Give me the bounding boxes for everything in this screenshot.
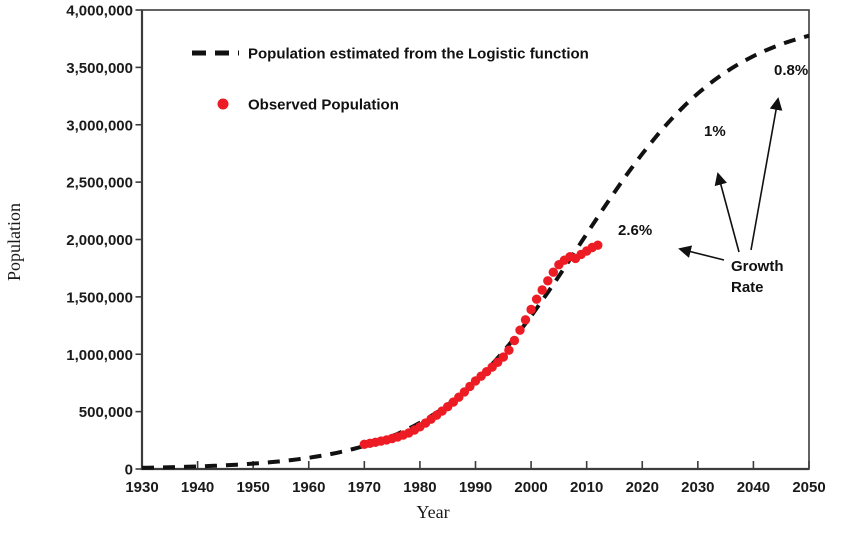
y-tick-label: 2,500,000 (66, 175, 133, 192)
observed-point (531, 294, 542, 304)
x-tick-label: 2020 (626, 479, 659, 496)
y-tick-label: 0 (125, 462, 133, 479)
x-tick-label: 1970 (348, 479, 381, 496)
y-tick-label: 3,500,000 (66, 60, 133, 77)
x-tick-label: 2000 (514, 479, 547, 496)
plot-frame (141, 9, 810, 470)
observed-point (526, 304, 536, 315)
y-tick-label: 500,000 (79, 404, 133, 421)
annotation-rate-2030: 1% (704, 123, 726, 140)
logistic-curve-path (141, 33, 810, 470)
observed-point (515, 325, 525, 335)
annotation-callout-rate: Rate (731, 279, 764, 296)
annotation-rate-2045: 0.8% (774, 62, 808, 79)
logistic-curve (141, 33, 810, 470)
y-axis-title: Population (4, 203, 24, 281)
x-tick-label: 2040 (737, 479, 770, 496)
observed-point (504, 345, 514, 355)
arrow-to-2.6-percent (678, 245, 725, 261)
legend-observed-label: Observed Population (248, 97, 399, 114)
observed-points (359, 240, 603, 449)
x-tick-label: 1990 (459, 479, 492, 496)
legend-observed-dot-sample (217, 98, 229, 110)
x-tick-label: 1960 (292, 479, 325, 496)
y-tick-label: 2,000,000 (66, 232, 133, 249)
observed-point (593, 240, 603, 250)
y-tick-label: 4,000,000 (66, 3, 133, 20)
observed-point (520, 315, 531, 325)
x-tick-label: 1950 (236, 479, 269, 496)
observed-point (498, 352, 508, 362)
annotation-rate-2012: 2.6% (618, 222, 652, 239)
arrow-to-1-percent (714, 172, 740, 253)
y-tick-label: 1,000,000 (66, 347, 133, 364)
annotation-callout-growth: Growth (731, 258, 784, 275)
arrow-to-0.8-percent (750, 97, 783, 251)
x-tick-label: 2050 (792, 479, 825, 496)
x-tick-label: 2030 (681, 479, 714, 496)
legend-estimated-label: Population estimated from the Logistic f… (248, 46, 589, 63)
observed-point (537, 285, 547, 295)
x-tick-label: 1930 (125, 479, 158, 496)
observed-point (543, 276, 553, 286)
y-tick-label: 3,000,000 (66, 117, 133, 134)
x-tick-label: 1940 (181, 479, 214, 496)
x-axis-title: Year (416, 502, 449, 522)
y-axis-ticks: 0 500,000 1,000,000 1,500,000 2,000,000 2,500… (66, 3, 142, 479)
observed-point (509, 335, 520, 346)
legend: Population estimated from the Logistic f… (192, 46, 589, 114)
y-tick-label: 1,500,000 (66, 289, 133, 306)
x-tick-label: 2010 (570, 479, 603, 496)
x-axis-ticks: 1930 1940 1950 1960 1970 1980 1990 2000 2010 2020… (125, 461, 826, 496)
observed-point (548, 267, 558, 277)
x-tick-label: 1980 (403, 479, 436, 496)
